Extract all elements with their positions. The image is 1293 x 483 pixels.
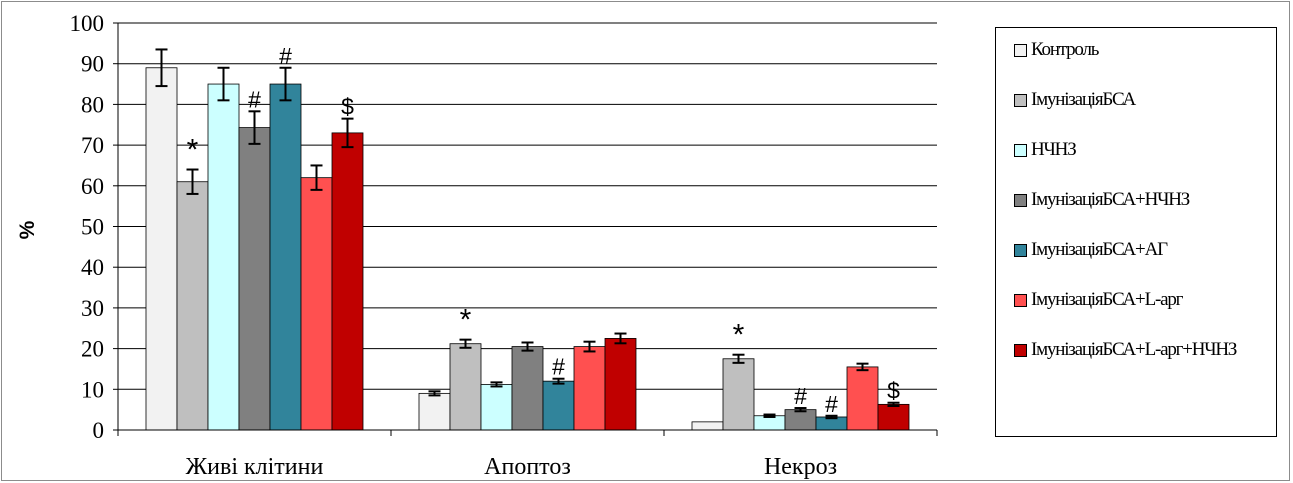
significance-mark: # bbox=[794, 383, 807, 409]
legend-label: ІмунізаціяБСА+L-арг bbox=[1031, 289, 1183, 310]
legend-swatch bbox=[1014, 344, 1027, 357]
legend-swatch bbox=[1014, 294, 1027, 307]
significance-mark: $ bbox=[341, 94, 354, 120]
legend-label: ІмунізаціяБСА+АГ bbox=[1031, 239, 1168, 260]
legend-label: ІмунізаціяБСА+L-арг+НЧНЗ bbox=[1031, 339, 1237, 360]
bar bbox=[331, 132, 364, 431]
y-tick-label: 10 bbox=[81, 377, 104, 402]
y-tick-label: 0 bbox=[93, 418, 105, 443]
y-tick-label: 30 bbox=[81, 296, 104, 321]
legend-swatch bbox=[1014, 144, 1027, 157]
x-tick-label: Живі клітини bbox=[186, 454, 324, 480]
significance-mark: # bbox=[825, 391, 838, 417]
bar bbox=[877, 403, 910, 431]
legend-label: Контроль bbox=[1031, 39, 1099, 60]
legend-swatch bbox=[1014, 244, 1027, 257]
bar bbox=[176, 181, 209, 431]
legend-swatch bbox=[1014, 194, 1027, 207]
legend-label: НЧНЗ bbox=[1031, 139, 1077, 160]
axes: 0 10 20 30 40 50 60 70 80 90 100 Живі клітини Апопто… bbox=[70, 11, 938, 480]
bar bbox=[300, 177, 333, 431]
bar bbox=[238, 127, 271, 431]
y-tick-label: 20 bbox=[81, 337, 104, 362]
bar bbox=[573, 346, 606, 431]
legend-item: ІмунізаціяБСА+АГ bbox=[1014, 238, 1271, 262]
legend: Контроль ІмунізаціяБСА НЧНЗ ІмунізаціяБСА+Н… bbox=[995, 27, 1277, 437]
legend-item: Контроль bbox=[1014, 38, 1271, 62]
legend-label: ІмунізаціяБСА bbox=[1031, 89, 1136, 110]
significance-mark: * bbox=[733, 319, 745, 352]
significance-mark: $ bbox=[887, 378, 900, 404]
bar bbox=[449, 343, 482, 431]
legend-swatch bbox=[1014, 44, 1027, 57]
bar bbox=[691, 421, 724, 431]
x-tick-label: Апоптоз bbox=[484, 454, 571, 480]
bar bbox=[145, 67, 178, 431]
annotations: * # # $ * # * # # $ bbox=[187, 43, 900, 417]
legend-item: ІмунізаціяБСА+НЧНЗ bbox=[1014, 188, 1271, 212]
significance-mark: # bbox=[279, 43, 292, 69]
legend-swatch bbox=[1014, 94, 1027, 107]
y-tick-label: 90 bbox=[81, 52, 104, 77]
y-tick-label: 60 bbox=[81, 174, 104, 199]
y-tick-label: 100 bbox=[70, 11, 105, 36]
significance-mark: * bbox=[187, 134, 199, 167]
significance-mark: # bbox=[248, 86, 261, 112]
x-tick-label: Некроз bbox=[764, 454, 837, 480]
legend-label: ІмунізаціяБСА+НЧНЗ bbox=[1031, 189, 1190, 210]
significance-mark: # bbox=[552, 354, 565, 380]
y-tick-label: 80 bbox=[81, 92, 104, 117]
bar bbox=[511, 346, 544, 431]
legend-item: ІмунізаціяБСА+L-арг bbox=[1014, 288, 1271, 312]
significance-mark: * bbox=[460, 304, 472, 337]
bar bbox=[207, 83, 240, 431]
bar bbox=[418, 392, 451, 431]
bar bbox=[784, 409, 817, 431]
bar bbox=[269, 83, 302, 431]
bar bbox=[480, 384, 513, 431]
y-tick-label: 40 bbox=[81, 255, 104, 280]
y-tick-label: 70 bbox=[81, 133, 104, 158]
y-axis-label: % bbox=[16, 220, 39, 239]
bar bbox=[604, 338, 637, 431]
bar bbox=[846, 366, 879, 431]
legend-item: ІмунізаціяБСА bbox=[1014, 88, 1271, 112]
y-tick-label: 50 bbox=[81, 215, 104, 240]
bar bbox=[542, 380, 575, 431]
legend-item: НЧНЗ bbox=[1014, 138, 1271, 162]
bar bbox=[722, 358, 755, 431]
legend-item: ІмунізаціяБСА+L-арг+НЧНЗ bbox=[1014, 338, 1271, 362]
